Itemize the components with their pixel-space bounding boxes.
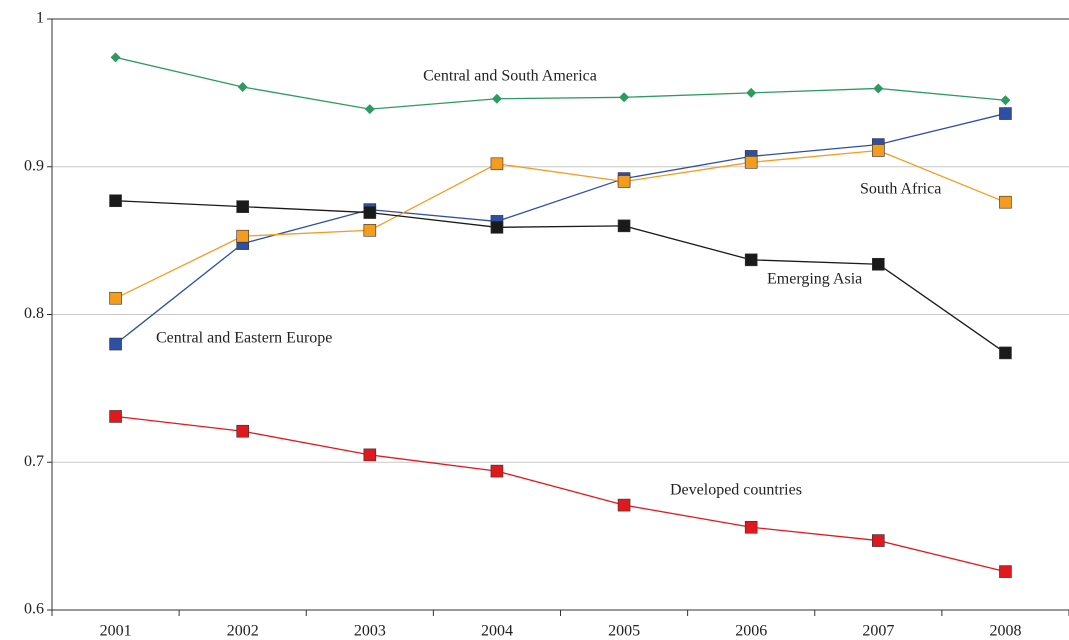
x-tick-label: 2004 [481,623,513,640]
marker [744,520,758,534]
marker [999,195,1012,209]
marker [872,144,885,157]
marker [872,534,885,547]
marker [363,206,377,219]
x-tick-label: 2001 [100,623,132,640]
marker [873,83,884,94]
y-tick-label: 0.6 [24,601,44,618]
marker [999,346,1012,360]
marker [363,448,377,462]
series-label: Emerging Asia [767,271,862,288]
marker [1000,95,1011,106]
series-line [115,200,1006,354]
marker [109,291,122,305]
y-tick-label: 0.9 [24,157,44,174]
series-label: Developed countries [670,482,802,499]
marker [109,337,122,351]
series-line [115,56,1006,110]
x-tick-label: 2005 [608,623,640,640]
marker [110,52,121,63]
marker [236,424,249,438]
marker [109,410,122,423]
series-line [115,112,1006,345]
y-tick-label: 1 [36,10,44,27]
marker [363,223,377,237]
marker [617,175,631,188]
marker [491,93,502,104]
marker [744,253,758,267]
marker [236,229,249,243]
marker [490,157,504,171]
x-tick-label: 2008 [989,623,1021,640]
marker [999,565,1012,578]
x-tick-label: 2007 [862,623,894,640]
marker [617,498,631,512]
series-line [115,415,1006,573]
marker [617,219,631,233]
marker [872,257,885,271]
marker [490,221,504,234]
marker [999,107,1012,120]
x-tick-label: 2006 [735,623,767,640]
marker [746,87,757,98]
y-tick-label: 0.8 [24,305,44,322]
y-tick-label: 0.7 [24,453,44,470]
marker [744,156,758,169]
marker [109,194,122,208]
marker [237,81,248,92]
marker [236,200,249,213]
series-label: South Africa [860,181,941,198]
series-line [115,149,1006,299]
x-tick-label: 2003 [354,623,386,640]
marker [364,104,375,115]
series-label: Central and Eastern Europe [156,330,332,347]
marker [490,464,504,478]
marker [619,92,630,103]
x-tick-label: 2002 [227,623,259,640]
series-label: Central and South America [423,68,597,85]
